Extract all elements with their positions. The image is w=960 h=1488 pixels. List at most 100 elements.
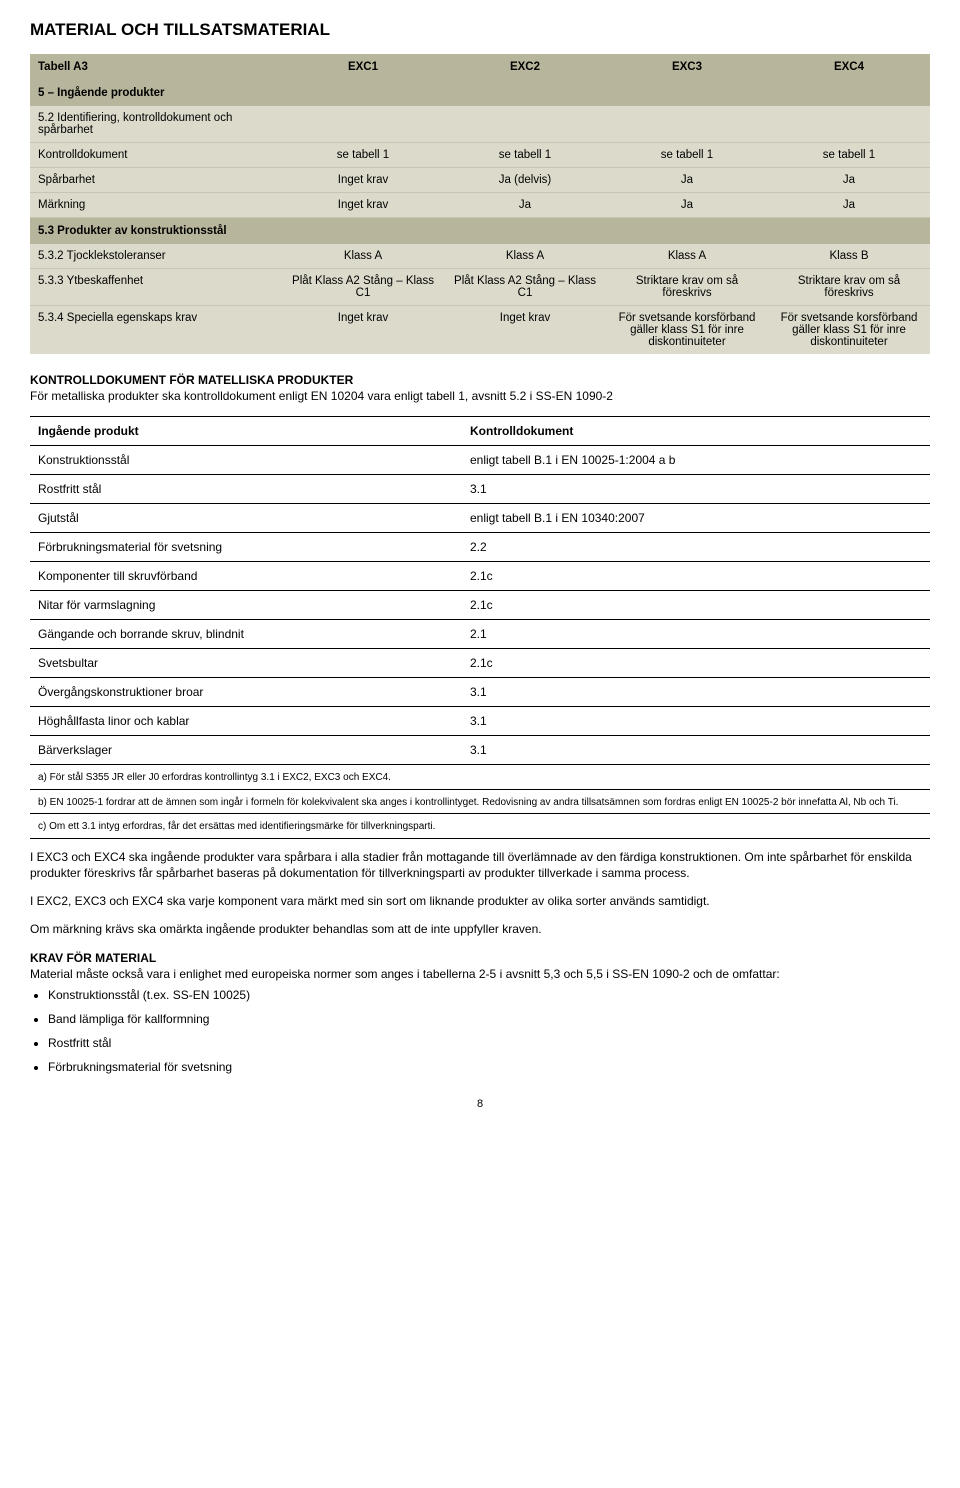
- kd-intro-text: För metalliska produkter ska kontrolldok…: [30, 389, 613, 403]
- cell: Inget krav: [444, 306, 606, 355]
- product-name: Svetsbultar: [30, 649, 462, 678]
- cell: Klass A: [282, 244, 444, 269]
- table-row: Höghållfasta linor och kablar3.1: [30, 707, 930, 736]
- table-row: 5.3.4 Speciella egenskaps krav Inget kra…: [30, 306, 930, 355]
- table-row: Nitar för varmslagning2.1c: [30, 591, 930, 620]
- cell: [444, 106, 606, 143]
- product-name: Förbrukningsmaterial för svetsning: [30, 533, 462, 562]
- product-doc: 3.1: [462, 736, 930, 765]
- table-a3-title: Tabell A3: [30, 54, 282, 80]
- section-53-label: 5.3 Produkter av konstruktionsstål: [30, 218, 930, 245]
- cell: Ja: [606, 193, 768, 218]
- product-doc: 2.1c: [462, 591, 930, 620]
- section-5-header: 5 – Ingående produkter: [30, 80, 930, 106]
- footnote-text: b) EN 10025-1 fordrar att de ämnen som i…: [30, 789, 930, 814]
- cell: [768, 106, 930, 143]
- product-doc: 2.1: [462, 620, 930, 649]
- table-row: Bärverkslager3.1: [30, 736, 930, 765]
- table-a3-header: Tabell A3 EXC1 EXC2 EXC3 EXC4: [30, 54, 930, 80]
- product-doc: enligt tabell B.1 i EN 10340:2007: [462, 504, 930, 533]
- product-doc: enligt tabell B.1 i EN 10025-1:2004 a b: [462, 446, 930, 475]
- product-doc: 3.1: [462, 707, 930, 736]
- col-exc1: EXC1: [282, 54, 444, 80]
- cell: Klass B: [768, 244, 930, 269]
- cell: Striktare krav om så föreskrivs: [768, 269, 930, 306]
- table-row: 5.3.2 Tjocklekstoleranser Klass A Klass …: [30, 244, 930, 269]
- table-row: Spårbarhet Inget krav Ja (delvis) Ja Ja: [30, 168, 930, 193]
- cell: För svetsande korsförband gäller klass S…: [606, 306, 768, 355]
- cell: se tabell 1: [768, 143, 930, 168]
- cell: [282, 106, 444, 143]
- page-title: MATERIAL OCH TILLSATSMATERIAL: [30, 20, 930, 40]
- page-number: 8: [30, 1098, 930, 1110]
- section-5-label: 5 – Ingående produkter: [30, 80, 930, 106]
- product-name: Övergångskonstruktioner broar: [30, 678, 462, 707]
- row-label: 5.3.2 Tjocklekstoleranser: [30, 244, 282, 269]
- row-label: Spårbarhet: [30, 168, 282, 193]
- product-name: Komponenter till skruvförband: [30, 562, 462, 591]
- row-label: 5.3.3 Ytbeskaffenhet: [30, 269, 282, 306]
- product-doc: 2.1c: [462, 562, 930, 591]
- prod-col2-header: Kontrolldokument: [462, 417, 930, 446]
- row-label: 5.2 Identifiering, kontrolldokument och …: [30, 106, 282, 143]
- product-name: Gängande och borrande skruv, blindnit: [30, 620, 462, 649]
- table-footnote: c) Om ett 3.1 intyg erfordras, får det e…: [30, 814, 930, 839]
- cell: Inget krav: [282, 306, 444, 355]
- cell: se tabell 1: [282, 143, 444, 168]
- cell: Ja: [444, 193, 606, 218]
- product-name: Rostfritt stål: [30, 475, 462, 504]
- table-row: Gängande och borrande skruv, blindnit2.1: [30, 620, 930, 649]
- table-row: Övergångskonstruktioner broar3.1: [30, 678, 930, 707]
- table-row: Konstruktionsstålenligt tabell B.1 i EN …: [30, 446, 930, 475]
- col-exc4: EXC4: [768, 54, 930, 80]
- cell: se tabell 1: [444, 143, 606, 168]
- section-53-header: 5.3 Produkter av konstruktionsstål: [30, 218, 930, 245]
- col-exc3: EXC3: [606, 54, 768, 80]
- kd-title: KONTROLLDOKUMENT FÖR MATELLISKA PRODUKTE…: [30, 373, 353, 387]
- product-table: Ingående produkt Kontrolldokument Konstr…: [30, 416, 930, 839]
- table-footnote: a) För stål S355 JR eller J0 erfordras k…: [30, 765, 930, 790]
- footnote-text: a) För stål S355 JR eller J0 erfordras k…: [30, 765, 930, 790]
- table-row: Svetsbultar2.1c: [30, 649, 930, 678]
- cell: Ja: [768, 193, 930, 218]
- list-item: Rostfritt stål: [48, 1036, 930, 1050]
- list-item: Band lämpliga för kallformning: [48, 1012, 930, 1026]
- cell: För svetsande korsförband gäller klass S…: [768, 306, 930, 355]
- prod-col1-header: Ingående produkt: [30, 417, 462, 446]
- cell: Striktare krav om så föreskrivs: [606, 269, 768, 306]
- cell: Plåt Klass A2 Stång – Klass C1: [444, 269, 606, 306]
- table-row: Förbrukningsmaterial för svetsning2.2: [30, 533, 930, 562]
- cell: [606, 106, 768, 143]
- material-bullet-list: Konstruktionsstål (t.ex. SS-EN 10025) Ban…: [30, 988, 930, 1074]
- table-row: Komponenter till skruvförband2.1c: [30, 562, 930, 591]
- table-row: 5.2 Identifiering, kontrolldokument och …: [30, 106, 930, 143]
- product-name: Konstruktionsstål: [30, 446, 462, 475]
- product-doc: 3.1: [462, 678, 930, 707]
- table-row: Kontrolldokument se tabell 1 se tabell 1…: [30, 143, 930, 168]
- cell: Ja: [606, 168, 768, 193]
- table-row: Rostfritt stål3.1: [30, 475, 930, 504]
- cell: se tabell 1: [606, 143, 768, 168]
- row-label: Kontrolldokument: [30, 143, 282, 168]
- table-row: Gjutstålenligt tabell B.1 i EN 10340:200…: [30, 504, 930, 533]
- table-footnote: b) EN 10025-1 fordrar att de ämnen som i…: [30, 789, 930, 814]
- cell: Ja: [768, 168, 930, 193]
- cell: Plåt Klass A2 Stång – Klass C1: [282, 269, 444, 306]
- product-name: Höghållfasta linor och kablar: [30, 707, 462, 736]
- list-item: Konstruktionsstål (t.ex. SS-EN 10025): [48, 988, 930, 1002]
- list-item: Förbrukningsmaterial för svetsning: [48, 1060, 930, 1074]
- product-name: Gjutstål: [30, 504, 462, 533]
- product-name: Bärverkslager: [30, 736, 462, 765]
- col-exc2: EXC2: [444, 54, 606, 80]
- table-a3: Tabell A3 EXC1 EXC2 EXC3 EXC4 5 – Ingåen…: [30, 54, 930, 354]
- paragraph-marking: I EXC2, EXC3 och EXC4 ska varje komponen…: [30, 893, 930, 909]
- krav-intro: KRAV FÖR MATERIAL Material måste också v…: [30, 950, 930, 982]
- cell: Klass A: [606, 244, 768, 269]
- table-row: 5.3.3 Ytbeskaffenhet Plåt Klass A2 Stång…: [30, 269, 930, 306]
- product-doc: 2.1c: [462, 649, 930, 678]
- row-label: Märkning: [30, 193, 282, 218]
- krav-title: KRAV FÖR MATERIAL: [30, 951, 156, 965]
- cell: Ja (delvis): [444, 168, 606, 193]
- row-label: 5.3.4 Speciella egenskaps krav: [30, 306, 282, 355]
- product-table-header: Ingående produkt Kontrolldokument: [30, 417, 930, 446]
